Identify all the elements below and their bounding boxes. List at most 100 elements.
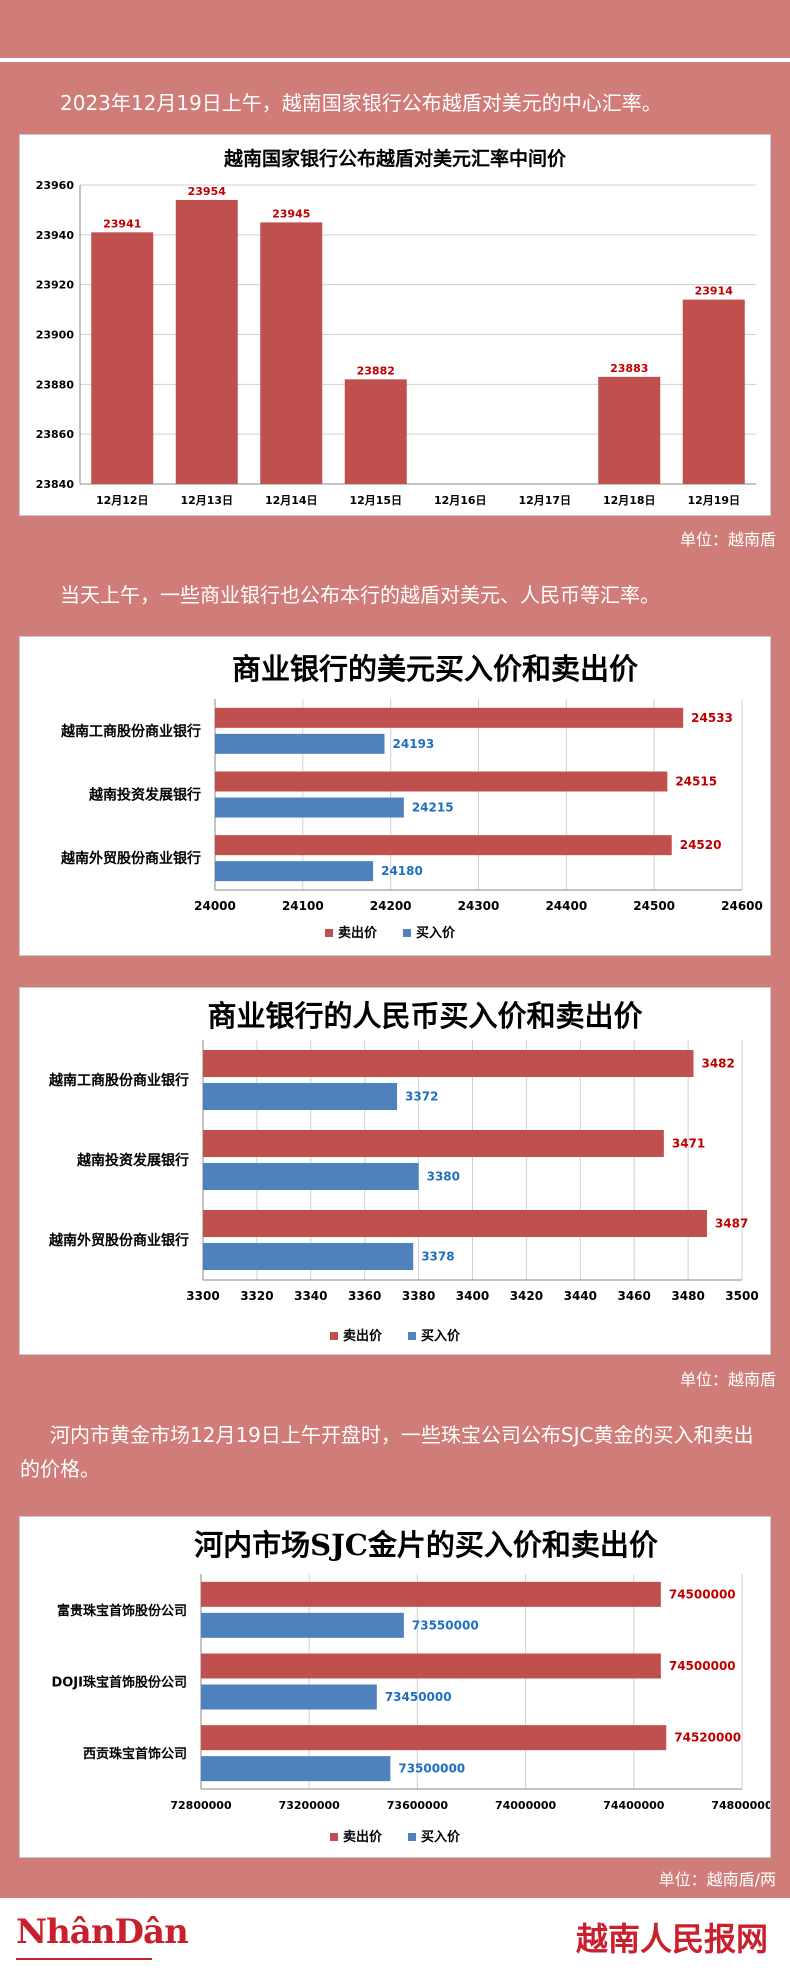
data-label: 24215 <box>412 801 454 815</box>
data-label: 24180 <box>381 864 423 878</box>
x-tick-label: 12月16日 <box>434 494 487 507</box>
intro-paragraph: 2023年12月19日上午，越南国家银行公布越盾对美元的中心汇率。 <box>60 91 662 115</box>
unit-note-3: 单位：越南盾/两 <box>658 1870 776 1889</box>
data-label: 3372 <box>405 1090 438 1104</box>
data-label: 74520000 <box>674 1731 741 1745</box>
bar <box>201 1684 377 1710</box>
chart-central-rate: 越南国家银行公布越盾对美元汇率中间价 23840 23860 23880 23900 23… <box>20 135 770 515</box>
bar <box>201 1653 661 1679</box>
data-label: 24193 <box>393 737 435 751</box>
bar <box>203 1130 664 1157</box>
legend-label: 卖出价 <box>343 1328 383 1344</box>
data-label: 23954 <box>188 185 227 198</box>
y-tick-label: 23940 <box>36 229 75 242</box>
category-label: 越南外贸股份商业银行 <box>60 850 201 867</box>
category-label: 越南工商股份商业银行 <box>48 1072 189 1089</box>
x-tick-label: 72800000 <box>170 1799 232 1812</box>
y-tick-label: 23840 <box>36 478 75 491</box>
bar <box>215 733 385 754</box>
legend-swatch <box>408 1833 416 1841</box>
bar <box>201 1725 667 1751</box>
x-tick-label: 12月18日 <box>603 494 656 507</box>
bar <box>203 1083 398 1110</box>
category-label: 越南投资发展银行 <box>76 1152 189 1169</box>
bar <box>215 861 374 882</box>
data-label: 23914 <box>695 285 734 298</box>
x-tick-label: 74400000 <box>603 1799 665 1812</box>
x-tick-label: 3300 <box>186 1289 219 1303</box>
x-tick-label: 3360 <box>348 1289 381 1303</box>
x-tick-label: 12月13日 <box>180 494 233 507</box>
unit-note-1: 单位：越南盾 <box>679 530 776 549</box>
data-label: 24515 <box>675 775 717 789</box>
x-tick-label: 74000000 <box>495 1799 557 1812</box>
category-label: 越南外贸股份商业银行 <box>48 1232 189 1249</box>
legend-swatch <box>330 1833 338 1841</box>
data-label: 73550000 <box>412 1618 479 1632</box>
data-label: 23882 <box>357 364 395 377</box>
bar <box>201 1756 391 1782</box>
chart-usd-rates-svg: 商业银行的美元买入价和卖出价 24000 24100 24200 24300 24400 2… <box>60 652 763 941</box>
legend-swatch <box>408 1332 416 1340</box>
nhandan-logo[interactable]: NhânDân <box>16 1912 189 1952</box>
x-tick-label: 24400 <box>545 899 587 913</box>
data-label: 23883 <box>610 362 648 375</box>
x-tick-label: 3460 <box>617 1289 650 1303</box>
chart-cny-rates: 商业银行的人民币买入价和卖出价 3300 3320 3340 3360 3380 3400 3… <box>20 988 770 1354</box>
data-label: 74500000 <box>669 1659 736 1673</box>
bar <box>175 199 238 484</box>
y-tick-label: 23960 <box>36 179 75 192</box>
x-tick-label: 24000 <box>194 899 236 913</box>
bar <box>682 299 745 484</box>
x-tick-label: 3320 <box>240 1289 273 1303</box>
x-tick-label: 24600 <box>721 899 763 913</box>
bar <box>203 1163 419 1190</box>
y-tick-label: 23920 <box>36 279 75 292</box>
unit-note-2: 单位：越南盾 <box>679 1370 776 1389</box>
legend-swatch <box>330 1332 338 1340</box>
legend-label: 买入价 <box>421 1329 461 1344</box>
y-tick-label: 23900 <box>36 329 75 342</box>
x-tick-label: 24300 <box>458 899 500 913</box>
chart-usd-rates: 商业银行的美元买入价和卖出价 24000 24100 24200 24300 24400 2… <box>20 637 770 955</box>
x-tick-label: 3440 <box>564 1289 597 1303</box>
gold-paragraph: 河内市黄金市场12月19日上午开盘时，一些珠宝公司公布SJC黄金的买入和卖出的价… <box>20 1423 754 1481</box>
data-label: 24520 <box>680 838 722 852</box>
data-label: 73500000 <box>398 1762 465 1776</box>
y-tick-label: 23860 <box>36 428 75 441</box>
chart-sjc-gold: 河内市场SJC金片的买入价和卖出价 72800000 73200000 7360000… <box>20 1517 770 1857</box>
data-label: 23945 <box>272 207 310 220</box>
data-label: 24533 <box>691 711 733 725</box>
x-tick-label: 73200000 <box>279 1799 341 1812</box>
bar <box>201 1612 404 1638</box>
category-label: 越南工商股份商业银行 <box>60 723 201 740</box>
x-tick-label: 3340 <box>294 1289 327 1303</box>
bar <box>201 1581 661 1607</box>
data-label: 74500000 <box>669 1587 736 1601</box>
site-name-logo[interactable]: 越南人民报网 <box>575 1920 768 1958</box>
bank-paragraph: 当天上午，一些商业银行也公布本行的越盾对美元、人民币等汇率。 <box>60 583 660 607</box>
x-tick-label: 24200 <box>370 899 412 913</box>
x-tick-label: 74800000 <box>711 1799 770 1812</box>
bar <box>215 797 404 818</box>
category-label: 富贵珠宝首饰股份公司 <box>57 1603 187 1619</box>
x-tick-label: 24100 <box>282 899 324 913</box>
x-tick-label: 3380 <box>402 1289 435 1303</box>
footer-bar: NhânDân 越南人民报网 <box>0 1898 790 1975</box>
chart-cny-rates-svg: 商业银行的人民币买入价和卖出价 3300 3320 3340 3360 3380 3400 3… <box>48 999 759 1344</box>
bar <box>260 222 323 484</box>
chart-central-rate-svg: 越南国家银行公布越盾对美元汇率中间价 23840 23860 23880 23900 23… <box>36 147 756 507</box>
bar <box>203 1050 694 1077</box>
bar <box>344 379 407 484</box>
x-tick-label: 12月19日 <box>687 494 740 507</box>
chart-sjc-gold-svg: 河内市场SJC金片的买入价和卖出价 72800000 73200000 7360000… <box>51 1528 770 1845</box>
chart-title: 越南国家银行公布越盾对美元汇率中间价 <box>223 147 567 170</box>
y-tick-label: 23880 <box>36 378 75 391</box>
legend-swatch <box>403 929 411 937</box>
top-band <box>0 0 790 58</box>
bar <box>215 835 672 856</box>
bar <box>203 1210 707 1237</box>
x-tick-label: 12月12日 <box>96 494 149 507</box>
x-tick-label: 12月17日 <box>518 494 571 507</box>
data-label: 3378 <box>421 1250 454 1264</box>
